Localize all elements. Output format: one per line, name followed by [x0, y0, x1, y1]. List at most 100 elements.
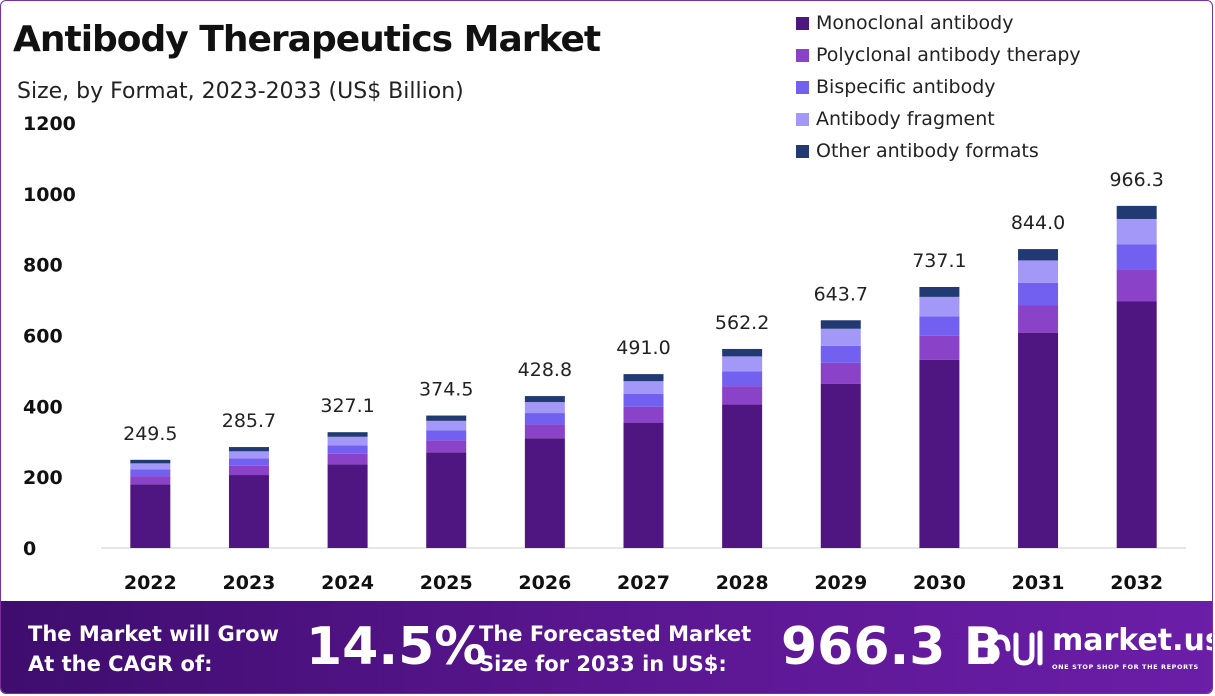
- bar-total-label: 428.8: [518, 359, 572, 381]
- legend-swatch: [796, 48, 809, 62]
- bar-segment: [623, 381, 664, 394]
- bar-segment: [130, 459, 171, 464]
- legend-item: Bispecific antibody: [796, 71, 1081, 103]
- bar-segment: [722, 371, 763, 387]
- legend-swatch: [796, 112, 809, 126]
- cagr-label-line2: At the CAGR of:: [28, 652, 213, 676]
- bar-segment: [524, 402, 565, 414]
- bar-segment: [524, 438, 565, 548]
- bar-segment: [130, 463, 171, 470]
- bar-segment: [1116, 301, 1157, 548]
- bar-segment: [327, 432, 368, 437]
- bar-segment: [426, 440, 467, 453]
- bar-segment: [722, 386, 763, 405]
- bar-segment: [919, 316, 960, 336]
- forecast-label-line1: The Forecasted Market: [479, 622, 752, 646]
- chart-legend: Monoclonal antibody Polyclonal antibody t…: [796, 7, 1081, 167]
- bar-segment: [130, 476, 171, 485]
- bar-segment: [524, 424, 565, 439]
- bar-total-label: 249.5: [123, 423, 177, 445]
- bar-segment: [327, 453, 368, 465]
- bar-segment: [1018, 249, 1059, 261]
- x-tick-label: 2025: [420, 572, 473, 594]
- x-tick-label: 2022: [124, 572, 177, 594]
- bar-segment: [623, 393, 664, 407]
- bar-segment: [623, 374, 664, 382]
- y-tick-label: 1000: [23, 184, 76, 206]
- x-tick-label: 2031: [1012, 572, 1065, 594]
- legend-label: Other antibody formats: [816, 140, 1039, 162]
- bar-total-label: 491.0: [616, 337, 670, 359]
- footer-banner: The Market will Grow At the CAGR of: 14.…: [1, 601, 1213, 693]
- bar-segment: [1018, 305, 1059, 333]
- bar-segment: [722, 348, 763, 357]
- bar-segment: [919, 286, 960, 297]
- bar-segment: [524, 396, 565, 403]
- bar-segment: [820, 328, 861, 346]
- legend-swatch: [796, 16, 809, 30]
- bar-segment: [426, 420, 467, 431]
- brand-logo: market.us ONE STOP SHOP FOR THE REPORTS: [986, 623, 1213, 679]
- bar-total-label: 844.0: [1011, 212, 1065, 234]
- legend-label: Bispecific antibody: [816, 76, 996, 98]
- chart-title: Antibody Therapeutics Market: [13, 19, 601, 60]
- brand-tagline: ONE STOP SHOP FOR THE REPORTS: [1052, 663, 1199, 671]
- bar-total-label: 285.7: [222, 410, 276, 432]
- brand-name: market.us: [1052, 623, 1213, 658]
- bar-total-label: 966.3: [1109, 169, 1163, 191]
- bar-segment: [327, 445, 368, 454]
- x-tick-label: 2029: [814, 572, 867, 594]
- forecast-label-line2: Size for 2033 in US$:: [479, 652, 727, 676]
- bar-segment: [722, 356, 763, 372]
- bar-segment: [426, 415, 467, 421]
- bar-segment: [228, 458, 269, 466]
- legend-label: Polyclonal antibody therapy: [816, 44, 1081, 66]
- bar-segment: [1116, 244, 1157, 270]
- x-tick-label: 2023: [223, 572, 276, 594]
- bar-segment: [1018, 332, 1059, 548]
- bar-segment: [327, 464, 368, 548]
- bar-segment: [919, 296, 960, 317]
- legend-item: Antibody fragment: [796, 103, 1081, 135]
- bar-segment: [820, 320, 861, 329]
- bar-segment: [919, 335, 960, 360]
- bar-segment: [327, 436, 368, 446]
- bar-segment: [130, 469, 171, 477]
- x-tick-label: 2028: [716, 572, 769, 594]
- cagr-label-line1: The Market will Grow: [28, 622, 279, 646]
- y-tick-label: 800: [23, 255, 63, 277]
- bar-segment: [426, 430, 467, 441]
- bar-total-label: 327.1: [320, 395, 374, 417]
- chart-subtitle: Size, by Format, 2023-2033 (US$ Billion): [17, 79, 464, 104]
- legend-item: Other antibody formats: [796, 135, 1081, 167]
- market-us-logo-icon: [987, 630, 1043, 666]
- y-tick-label: 0: [23, 538, 36, 560]
- bar-total-label: 562.2: [715, 312, 769, 334]
- x-tick-label: 2032: [1110, 572, 1163, 594]
- bar-segment: [820, 345, 861, 363]
- legend-item: Polyclonal antibody therapy: [796, 39, 1081, 71]
- legend-swatch: [796, 144, 809, 158]
- x-tick-label: 2027: [617, 572, 670, 594]
- legend-item: Monoclonal antibody: [796, 7, 1081, 39]
- legend-label: Monoclonal antibody: [816, 12, 1014, 34]
- bar-total-label: 737.1: [912, 250, 966, 272]
- bar-segment: [1018, 260, 1059, 283]
- stacked-bar-chart: 0 200 400 600 800 1000 1200 249.5 2022 285.7 2023 3…: [23, 113, 1186, 594]
- y-tick-label: 600: [23, 326, 63, 348]
- bar-segment: [228, 447, 269, 452]
- bar-segment: [1116, 205, 1157, 219]
- x-tick-label: 2026: [518, 572, 571, 594]
- bar-segment: [1116, 218, 1157, 245]
- bar-segment: [228, 451, 269, 459]
- x-tick-label: 2024: [321, 572, 374, 594]
- cagr-value: 14.5%: [306, 617, 487, 677]
- bar-segment: [426, 452, 467, 548]
- y-tick-label: 200: [23, 467, 63, 489]
- y-tick-label: 400: [23, 396, 63, 418]
- x-tick-label: 2030: [913, 572, 966, 594]
- bar-segment: [1116, 269, 1157, 302]
- bar-segment: [820, 383, 861, 548]
- bar-total-label: 374.5: [419, 379, 473, 401]
